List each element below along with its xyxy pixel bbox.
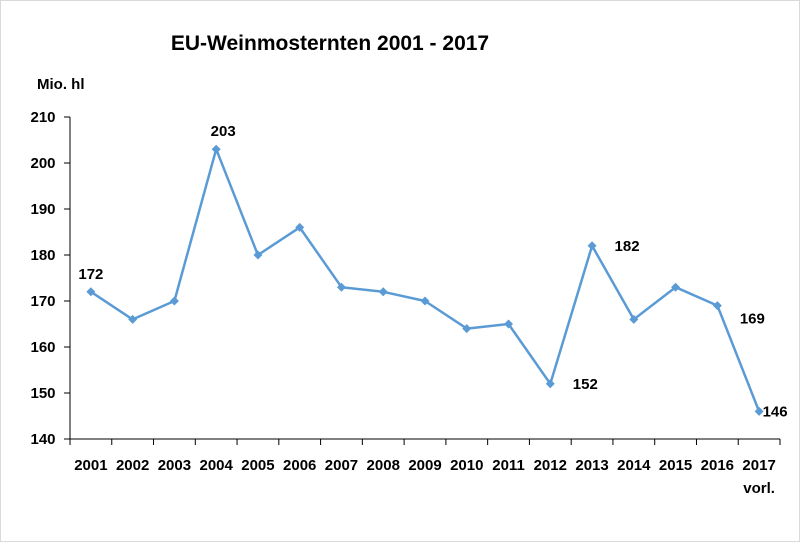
x-tick-label: 2017 bbox=[742, 457, 775, 474]
y-tick-label: 210 bbox=[30, 109, 55, 126]
x-tick-label: 2002 bbox=[116, 457, 149, 474]
data-point bbox=[128, 314, 138, 324]
x-tick-label: 2012 bbox=[534, 457, 567, 474]
x-tick-label: 2003 bbox=[158, 457, 191, 474]
x-tick-label: 2015 bbox=[659, 457, 692, 474]
data-point bbox=[754, 406, 764, 416]
data-label: 182 bbox=[615, 238, 640, 255]
x-tick-label: 2007 bbox=[325, 457, 358, 474]
y-tick-label: 140 bbox=[30, 431, 55, 448]
data-point bbox=[211, 144, 221, 154]
data-point bbox=[504, 319, 514, 329]
data-point bbox=[336, 282, 346, 292]
y-tick-label: 170 bbox=[30, 293, 55, 310]
data-point bbox=[420, 296, 430, 306]
axes: 140 150 160 170 180 190 200 210 2001 2002 2003 2004… bbox=[30, 109, 781, 497]
x-tick-label: 2013 bbox=[575, 457, 608, 474]
y-tick-label: 160 bbox=[30, 339, 55, 356]
y-tick-label: 190 bbox=[30, 201, 55, 218]
data-labels: 172 203 152 182 169 146 bbox=[78, 123, 787, 420]
x-tick-label: 2011 bbox=[492, 457, 525, 474]
x-tick-label: 2016 bbox=[701, 457, 734, 474]
data-point bbox=[671, 282, 681, 292]
x-tick-label: 2008 bbox=[367, 457, 400, 474]
data-point bbox=[545, 379, 555, 389]
y-axis-label: Mio. hl bbox=[37, 76, 85, 93]
data-label: 169 bbox=[740, 311, 765, 328]
x-tick-label: 2004 bbox=[199, 457, 233, 474]
series-line bbox=[90, 147, 761, 412]
series-group bbox=[86, 144, 764, 416]
data-label: 146 bbox=[763, 403, 788, 420]
y-tick-label: 180 bbox=[30, 247, 55, 264]
data-point bbox=[295, 222, 305, 232]
data-point bbox=[378, 287, 388, 297]
y-tick-label: 150 bbox=[30, 385, 55, 402]
data-point bbox=[629, 314, 639, 324]
x-tick-sublabel: vorl. bbox=[743, 480, 775, 497]
data-point bbox=[462, 324, 472, 334]
data-label: 152 bbox=[573, 376, 598, 393]
chart-title: EU-Weinmosternten 2001 - 2017 bbox=[171, 32, 489, 55]
x-tick-label: 2005 bbox=[241, 457, 274, 474]
data-label: 172 bbox=[78, 266, 103, 283]
x-tick-label: 2001 bbox=[74, 457, 107, 474]
data-point bbox=[253, 250, 263, 260]
data-point bbox=[86, 287, 96, 297]
x-tick-label: 2006 bbox=[283, 457, 316, 474]
data-point bbox=[587, 241, 597, 251]
x-tick-label: 2010 bbox=[450, 457, 483, 474]
x-tick-label: 2014 bbox=[617, 457, 651, 474]
x-tick-label: 2009 bbox=[408, 457, 441, 474]
y-tick-label: 200 bbox=[30, 155, 55, 172]
data-point bbox=[169, 296, 179, 306]
data-label: 203 bbox=[211, 123, 236, 140]
data-point bbox=[712, 301, 722, 311]
